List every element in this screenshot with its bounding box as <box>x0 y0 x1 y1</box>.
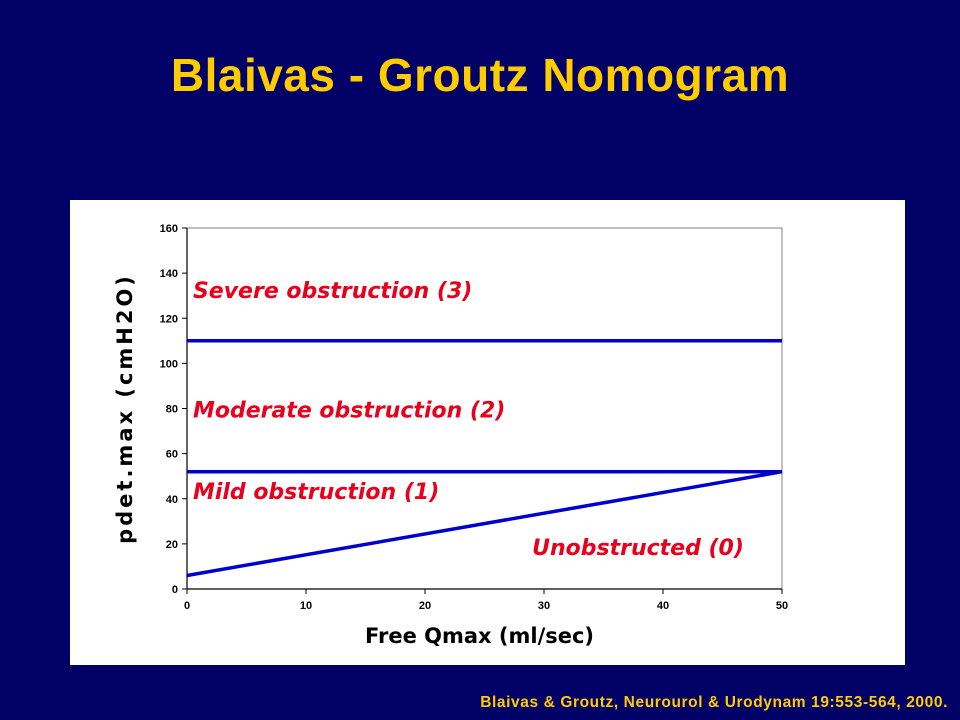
obstruction-boundary-line <box>186 469 783 578</box>
y-tick-label: 0 <box>172 584 178 596</box>
x-tick-label: 30 <box>538 600 550 612</box>
y-tick-label: 100 <box>160 358 178 370</box>
slide-title: Blaivas - Groutz Nomogram <box>170 49 790 101</box>
x-tick-label: 10 <box>300 600 312 612</box>
y-tick-label: 140 <box>160 268 178 280</box>
chart-panel: 0 20 40 60 80 100 120 140 160 0 10 20 30 40 50 Severe … <box>70 200 905 665</box>
x-tick-label: 40 <box>657 600 669 612</box>
y-tick-label: 80 <box>166 404 178 416</box>
y-tick-label: 120 <box>160 313 178 325</box>
y-tick-label: 60 <box>166 449 178 461</box>
x-tick-label: 50 <box>776 600 788 612</box>
y-tick-label: 160 <box>160 223 178 235</box>
unobstructed-label: Unobstructed (0) <box>532 536 744 561</box>
x-axis-title: Free Qmax (ml/sec) <box>365 624 594 648</box>
y-axis-title: pdet.max (cmH2O) <box>113 273 137 544</box>
severe-obstruction-label: Severe obstruction (3) <box>193 279 472 304</box>
y-tick-label: 40 <box>166 494 178 506</box>
y-tick-label: 20 <box>166 539 178 551</box>
mild-obstruction-label: Mild obstruction (1) <box>193 480 439 505</box>
nomogram-chart: 0 20 40 60 80 100 120 140 160 0 10 20 30 40 50 Severe … <box>113 223 788 648</box>
moderate-obstruction-label: Moderate obstruction (2) <box>193 399 505 424</box>
x-tick-label: 20 <box>419 600 431 612</box>
citation: Blaivas & Groutz, Neurourol & Urodynam 1… <box>480 694 948 711</box>
x-tick-label: 0 <box>184 600 190 612</box>
